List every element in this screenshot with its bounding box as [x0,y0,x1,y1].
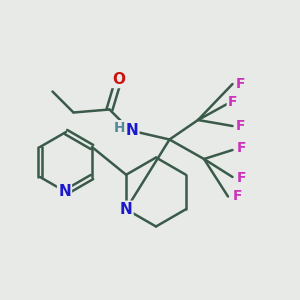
Text: N: N [120,202,133,217]
Text: F: F [232,190,242,203]
Text: N: N [126,123,138,138]
Text: O: O [112,72,125,87]
Text: H: H [113,121,125,135]
Text: F: F [236,119,246,133]
Text: F: F [228,95,237,109]
Text: F: F [236,77,246,91]
Text: F: F [237,172,246,185]
Text: F: F [237,141,246,154]
Text: N: N [58,184,71,200]
